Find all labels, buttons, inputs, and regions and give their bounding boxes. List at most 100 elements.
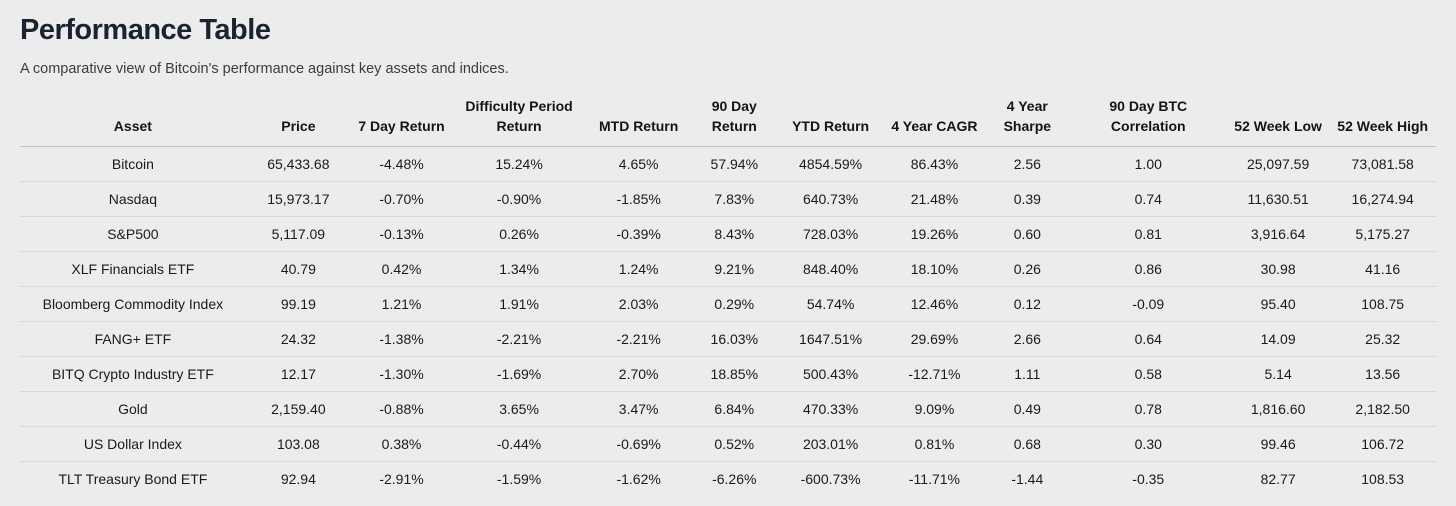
cell-cagr_4y: 9.09% [883, 391, 985, 427]
cell-week52_high: 2,182.50 [1329, 391, 1436, 427]
column-header-cagr_4y: 4 Year CAGR [883, 96, 985, 147]
cell-return_7d: -1.30% [350, 356, 453, 392]
cell-asset: FANG+ ETF [20, 321, 246, 357]
table-row: Nasdaq 15,973.17 -0.70% -0.90% -1.85% 7.83% 64… [20, 181, 1436, 217]
cell-difficulty_period_return: 3.65% [452, 391, 587, 427]
cell-ytd_return: 500.43% [777, 356, 884, 392]
cell-asset: XLF Financials ETF [20, 251, 246, 287]
cell-price: 40.79 [245, 251, 351, 287]
cell-return_7d: -0.70% [350, 181, 453, 217]
cell-difficulty_period_return: -0.44% [452, 426, 587, 462]
cell-asset: BITQ Crypto Industry ETF [20, 356, 246, 392]
column-header-ytd_return: YTD Return [777, 96, 884, 147]
cell-ytd_return: 848.40% [777, 251, 884, 287]
cell-price: 12.17 [245, 356, 351, 392]
column-header-price: Price [245, 96, 351, 147]
cell-week52_high: 5,175.27 [1329, 216, 1436, 252]
cell-mtd_return: 4.65% [586, 146, 692, 182]
cell-asset: TLT Treasury Bond ETF [58, 470, 208, 487]
cell-return_90d: 18.85% [691, 356, 778, 392]
cell-week52_low: 11,630.51 [1226, 181, 1330, 217]
cell-btc_correlation_90d: 0.64 [1069, 321, 1227, 357]
cell-week52_low: 14.09 [1226, 321, 1330, 357]
cell-week52_low: 95.40 [1226, 286, 1330, 322]
cell-return_7d: -2.91% [379, 470, 424, 487]
cell-sharpe_4y: 2.56 [984, 146, 1070, 182]
cell-return_7d: 0.42% [350, 251, 453, 287]
cell-price: 5,117.09 [245, 216, 351, 252]
cell-sharpe_4y: 0.12 [984, 286, 1070, 322]
cell-week52_low: 25,097.59 [1226, 146, 1330, 182]
cell-cagr_4y: 12.46% [883, 286, 985, 322]
cell-price: 92.94 [280, 470, 316, 487]
table-row: XLF Financials ETF 40.79 0.42% 1.34% 1.24% 9.… [20, 251, 1436, 287]
cell-sharpe_4y: 0.60 [984, 216, 1070, 252]
cell-btc_correlation_90d: 0.74 [1069, 181, 1227, 217]
cell-week52_high: 108.53 [1361, 470, 1405, 487]
table-row: US Dollar Index 103.08 0.38% -0.44% -0.69% 0.… [20, 426, 1436, 462]
cell-return_90d: 9.21% [691, 251, 778, 287]
cell-cagr_4y: 18.10% [883, 251, 985, 287]
cell-btc_correlation_90d: 0.86 [1069, 251, 1227, 287]
cell-cagr_4y: 0.81% [883, 426, 985, 462]
cell-week52_low: 99.46 [1226, 426, 1330, 462]
table-row: Bitcoin 65,433.68 -4.48% 15.24% 4.65% 57.94% 4… [20, 146, 1436, 182]
cell-mtd_return: -0.69% [586, 426, 692, 462]
cell-difficulty_period_return: -1.69% [452, 356, 587, 392]
cell-price: 99.19 [245, 286, 351, 322]
cell-week52_low: 82.77 [1260, 470, 1296, 487]
cell-cagr_4y: -11.71% [908, 470, 960, 487]
cell-mtd_return: 3.47% [586, 391, 692, 427]
cell-mtd_return: 1.24% [586, 251, 692, 287]
cell-difficulty_period_return: -2.21% [452, 321, 587, 357]
cell-asset: Gold [20, 391, 246, 427]
cell-return_7d: 1.21% [350, 286, 453, 322]
cell-return_7d: -4.48% [350, 146, 453, 182]
cell-price: 103.08 [245, 426, 351, 462]
cell-price: 15,973.17 [245, 181, 351, 217]
column-header-asset: Asset [20, 96, 246, 147]
cell-ytd_return: 1647.51% [777, 321, 884, 357]
cell-difficulty_period_return: 0.26% [452, 216, 587, 252]
column-header-week52_high: 52 Week High [1329, 96, 1436, 147]
table-row: BITQ Crypto Industry ETF 12.17 -1.30% -1.69… [20, 356, 1436, 392]
column-header-mtd_return: MTD Return [586, 96, 692, 147]
cell-week52_low: 5.14 [1226, 356, 1330, 392]
cell-sharpe_4y: -1.44 [1011, 470, 1044, 487]
performance-table-body: Bitcoin 65,433.68 -4.48% 15.24% 4.65% 57.94% 4… [20, 146, 1436, 496]
page-title: Performance Table [20, 14, 271, 46]
cell-cagr_4y: 19.26% [883, 216, 985, 252]
cell-difficulty_period_return: -0.90% [452, 181, 587, 217]
cell-week52_low: 3,916.64 [1226, 216, 1330, 252]
cell-week52_low: 1,816.60 [1226, 391, 1330, 427]
cell-btc_correlation_90d: -0.09 [1069, 286, 1227, 322]
cell-ytd_return: 640.73% [777, 181, 884, 217]
cell-mtd_return: -1.85% [586, 181, 692, 217]
cell-return_90d: 57.94% [691, 146, 778, 182]
header-row: Asset Price 7 Day Return Difficulty Period … [20, 96, 1436, 147]
cell-return_90d: 6.84% [691, 391, 778, 427]
cell-mtd_return: -0.39% [586, 216, 692, 252]
cell-return_7d: -0.88% [350, 391, 453, 427]
cell-ytd_return: 728.03% [777, 216, 884, 252]
cell-return_7d: 0.38% [350, 426, 453, 462]
cell-cagr_4y: 86.43% [883, 146, 985, 182]
cell-difficulty_period_return: 1.34% [452, 251, 587, 287]
cell-btc_correlation_90d: 0.78 [1069, 391, 1227, 427]
cell-week52_high: 106.72 [1329, 426, 1436, 462]
cell-sharpe_4y: 1.11 [984, 356, 1070, 392]
cell-difficulty_period_return: 1.91% [452, 286, 587, 322]
cell-return_90d: 0.29% [691, 286, 778, 322]
performance-table-header: Asset Price 7 Day Return Difficulty Period … [20, 96, 1436, 147]
cell-btc_correlation_90d: -0.35 [1132, 470, 1165, 487]
table-row: Gold 2,159.40 -0.88% 3.65% 3.47% 6.84% 470.33%… [20, 391, 1436, 427]
cell-sharpe_4y: 0.26 [984, 251, 1070, 287]
cell-return_90d: -6.26% [712, 470, 757, 487]
column-header-btc_correlation_90d: 90 Day BTC Correlation [1069, 96, 1227, 147]
cell-ytd_return: -600.73% [800, 470, 861, 487]
cell-price: 2,159.40 [245, 391, 351, 427]
cell-btc_correlation_90d: 0.58 [1069, 356, 1227, 392]
cell-mtd_return: -1.62% [616, 470, 661, 487]
cell-return_7d: -0.13% [350, 216, 453, 252]
